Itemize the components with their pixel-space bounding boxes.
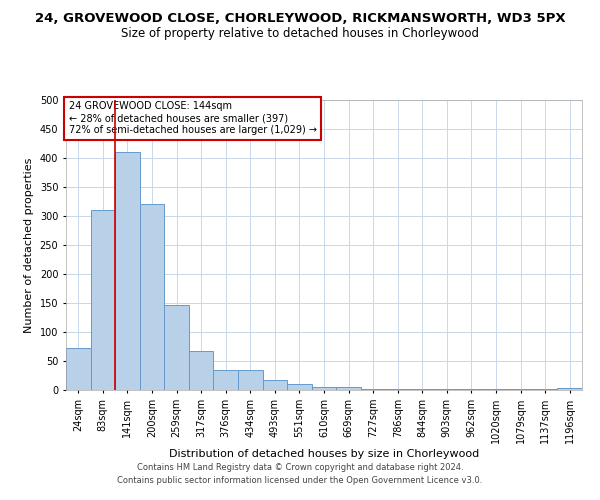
Text: 24 GROVEWOOD CLOSE: 144sqm
← 28% of detached houses are smaller (397)
72% of sem: 24 GROVEWOOD CLOSE: 144sqm ← 28% of deta… — [68, 102, 317, 134]
Bar — [287, 384, 312, 390]
Bar — [189, 350, 214, 390]
Text: Contains public sector information licensed under the Open Government Licence v3: Contains public sector information licen… — [118, 476, 482, 485]
X-axis label: Distribution of detached houses by size in Chorleywood: Distribution of detached houses by size … — [169, 448, 479, 458]
Bar — [434, 389, 459, 390]
Bar — [91, 210, 115, 390]
Bar — [385, 389, 410, 390]
Bar — [140, 204, 164, 390]
Text: Contains HM Land Registry data © Crown copyright and database right 2024.: Contains HM Land Registry data © Crown c… — [137, 464, 463, 472]
Bar — [336, 386, 361, 390]
Bar — [557, 388, 582, 390]
Y-axis label: Number of detached properties: Number of detached properties — [24, 158, 34, 332]
Text: Size of property relative to detached houses in Chorleywood: Size of property relative to detached ho… — [121, 28, 479, 40]
Bar — [312, 386, 336, 390]
Bar — [164, 304, 189, 390]
Text: 24, GROVEWOOD CLOSE, CHORLEYWOOD, RICKMANSWORTH, WD3 5PX: 24, GROVEWOOD CLOSE, CHORLEYWOOD, RICKMA… — [35, 12, 565, 26]
Bar — [238, 370, 263, 390]
Bar — [66, 348, 91, 390]
Bar — [361, 389, 385, 390]
Bar — [410, 389, 434, 390]
Bar — [214, 370, 238, 390]
Bar — [115, 152, 140, 390]
Bar — [263, 380, 287, 390]
